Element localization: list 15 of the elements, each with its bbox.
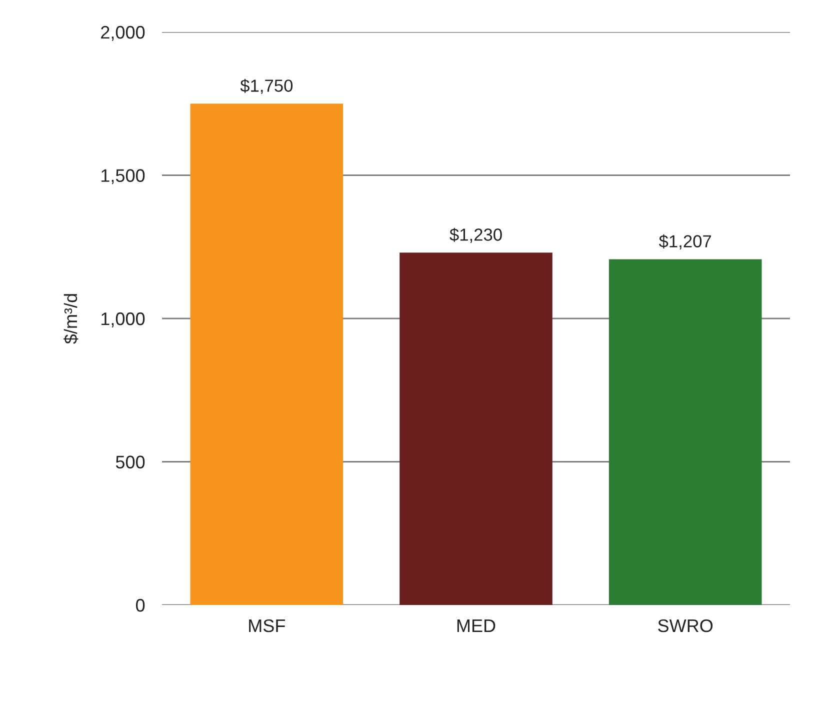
bar xyxy=(400,252,552,605)
bar xyxy=(190,104,344,605)
data-label: $1,207 xyxy=(658,234,712,250)
y-axis-title: $/m³/d xyxy=(64,294,78,344)
data-label: $1,230 xyxy=(450,228,502,243)
x-tick-label: MSF xyxy=(249,619,285,632)
bar xyxy=(608,259,762,605)
data-label: $1,750 xyxy=(240,78,293,94)
y-tick-label: 500 xyxy=(116,456,145,468)
y-tick-label: 1,000 xyxy=(102,312,145,328)
x-tick-label: MED xyxy=(457,620,496,632)
y-tick-label: 1,500 xyxy=(102,169,145,184)
x-tick-label: SWRO xyxy=(658,619,713,632)
y-tick-label: 0 xyxy=(136,598,145,612)
y-tick-label: 2,000 xyxy=(101,26,145,41)
